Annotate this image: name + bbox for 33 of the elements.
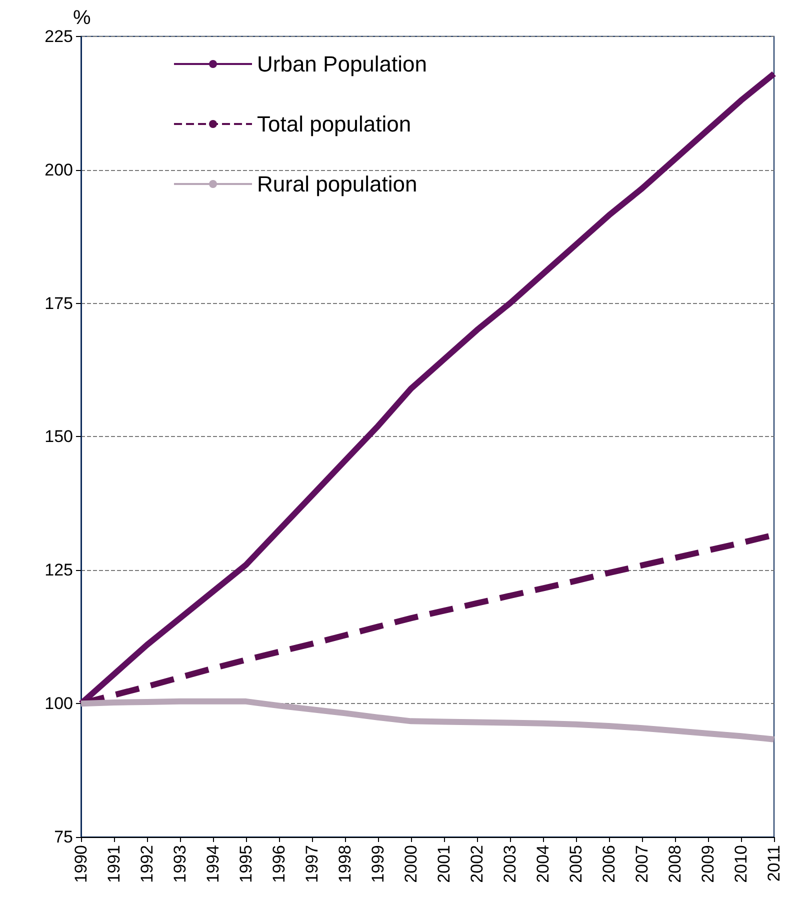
x-tick-label: 2003 bbox=[500, 845, 520, 883]
x-tick-label: 2010 bbox=[732, 845, 750, 883]
x-tick-label: 2002 bbox=[468, 845, 486, 883]
x-tick-label: 2011 bbox=[764, 845, 784, 882]
x-tick-label: 1994 bbox=[204, 845, 222, 883]
x-tick-label: 1996 bbox=[270, 845, 288, 883]
x-tick-label: 2008 bbox=[666, 845, 684, 883]
x-tick-label: 1993 bbox=[170, 845, 190, 883]
y-tick-label: 100 bbox=[44, 694, 73, 714]
y-tick-label: 200 bbox=[44, 160, 73, 180]
x-tick-label: 2006 bbox=[600, 845, 618, 883]
y-tick-label: 125 bbox=[44, 560, 73, 580]
x-tick-label: 2001 bbox=[434, 845, 454, 883]
y-tick-label: 225 bbox=[44, 26, 73, 46]
x-tick-label: 2004 bbox=[534, 845, 552, 883]
x-tick-label: 1992 bbox=[138, 845, 156, 883]
x-tick-label: 2005 bbox=[566, 845, 586, 883]
x-tick-label: 1995 bbox=[236, 845, 256, 883]
x-tick-label: 2000 bbox=[402, 845, 420, 883]
x-tick-label: 1991 bbox=[104, 845, 124, 883]
x-tick-label: 2007 bbox=[632, 845, 652, 883]
y-tick-label: 150 bbox=[44, 427, 73, 446]
y-tick-label: 175 bbox=[44, 294, 73, 313]
y-tick-label: 75 bbox=[54, 828, 73, 846]
x-tick-label: 1997 bbox=[302, 845, 322, 883]
x-tick-label: 2009 bbox=[698, 845, 718, 883]
x-tick-label: 1990 bbox=[72, 845, 90, 883]
x-tick-label: 1999 bbox=[368, 845, 388, 883]
legend-label: Rural population bbox=[257, 172, 418, 196]
x-tick-label: 1998 bbox=[336, 845, 354, 883]
y-axis-title: % bbox=[73, 7, 91, 29]
legend-label: Total population bbox=[257, 112, 412, 136]
legend-label: Urban Population bbox=[257, 52, 428, 76]
